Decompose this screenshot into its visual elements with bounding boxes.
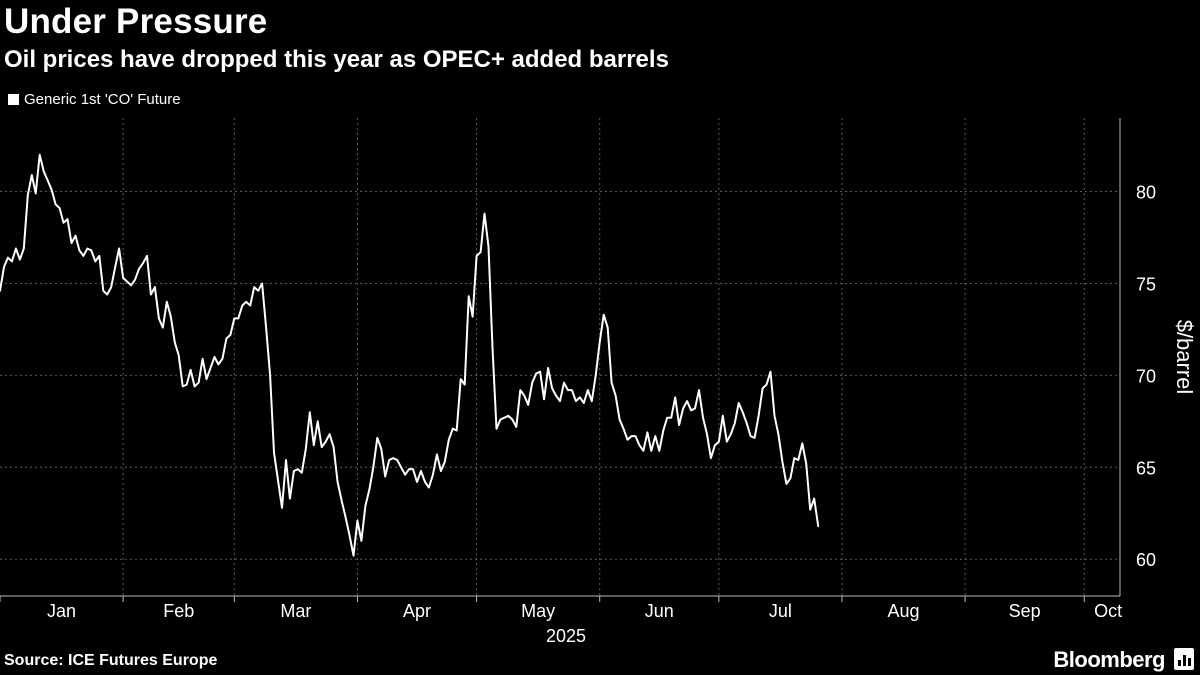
x-tick-label: Jun	[645, 601, 674, 621]
source-note: Source: ICE Futures Europe	[4, 652, 218, 669]
y-tick-label: 60	[1136, 550, 1156, 570]
x-tick-label: Jul	[769, 601, 792, 621]
grid	[0, 118, 1120, 596]
y-tick-label: 70	[1136, 366, 1156, 386]
y-tick-label: 75	[1136, 274, 1156, 294]
x-tick-label: Feb	[163, 601, 194, 621]
x-tick-label: Mar	[280, 601, 311, 621]
legend: Generic 1st 'CO' Future	[8, 91, 181, 108]
x-tick-label: Apr	[403, 601, 431, 621]
y-tick-label: 80	[1136, 183, 1156, 203]
legend-swatch-icon	[8, 94, 19, 105]
bloomberg-chart-icon	[1174, 648, 1194, 670]
chart-subtitle: Oil prices have dropped this year as OPE…	[4, 46, 669, 73]
x-tick-label: Oct	[1094, 601, 1122, 621]
series-line	[0, 153, 820, 557]
y-axis-label: $/barrel	[1172, 320, 1197, 395]
legend-label: Generic 1st 'CO' Future	[24, 91, 181, 108]
x-tick-label: May	[521, 601, 555, 621]
x-tick-label: Sep	[1009, 601, 1041, 621]
brand-logo: Bloomberg	[1053, 647, 1165, 672]
x-tick-label: Aug	[888, 601, 920, 621]
series-group	[0, 153, 820, 557]
x-axis-label: 2025	[546, 626, 586, 646]
y-tick-label: 65	[1136, 458, 1156, 478]
x-tick-label: Jan	[47, 601, 76, 621]
chart-title: Under Pressure	[4, 2, 268, 41]
y-axis: 60 65 70 75 80 $/barrel	[1119, 118, 1197, 596]
x-axis: Jan Feb Mar Apr May Jun Jul Aug Sep Oct 2025	[0, 595, 1122, 646]
